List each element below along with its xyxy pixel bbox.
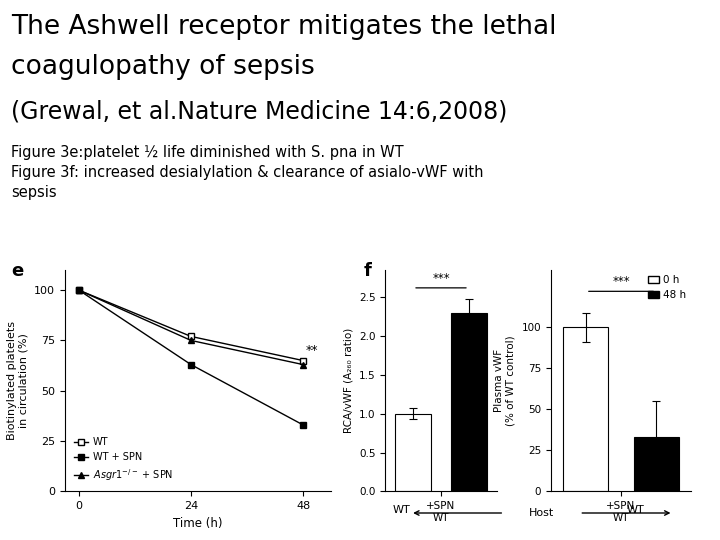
Text: Figure 3e:platelet ½ life diminished with S. pna in WT: Figure 3e:platelet ½ life diminished wit… — [11, 145, 403, 160]
Text: e: e — [11, 262, 23, 280]
Y-axis label: Biotinylated platelets
in circulation (%): Biotinylated platelets in circulation (%… — [7, 321, 29, 440]
Y-axis label: RCA/vWF (A₂₆₀ ratio): RCA/vWF (A₂₆₀ ratio) — [343, 328, 354, 433]
Text: **: ** — [305, 344, 318, 357]
Text: sepsis: sepsis — [11, 185, 56, 200]
X-axis label: Time (h): Time (h) — [174, 517, 222, 530]
Bar — [634, 437, 678, 491]
Text: ***: *** — [612, 275, 630, 288]
Text: Host: Host — [529, 508, 554, 518]
Y-axis label: Plasma vWF
(% of WT control): Plasma vWF (% of WT control) — [495, 335, 516, 426]
Legend: WT, WT + SPN, $Asgr1^{-/-}$ + SPN: WT, WT + SPN, $Asgr1^{-/-}$ + SPN — [70, 433, 177, 487]
Text: The Ashwell receptor mitigates the lethal: The Ashwell receptor mitigates the letha… — [11, 14, 557, 39]
Text: WT: WT — [626, 505, 644, 515]
Bar — [451, 313, 487, 491]
Text: coagulopathy of sepsis: coagulopathy of sepsis — [11, 54, 315, 80]
Text: ***: *** — [432, 272, 450, 285]
Text: Figure 3f: increased desialylation & clearance of asialo-vWF with: Figure 3f: increased desialylation & cle… — [11, 165, 483, 180]
Text: f: f — [364, 262, 372, 280]
Bar — [564, 327, 608, 491]
Legend: 0 h, 48 h: 0 h, 48 h — [648, 275, 686, 300]
Text: WT: WT — [392, 505, 410, 515]
Text: (Grewal, et al.Nature Medicine 14:6,2008): (Grewal, et al.Nature Medicine 14:6,2008… — [11, 100, 507, 124]
Bar — [395, 414, 431, 491]
